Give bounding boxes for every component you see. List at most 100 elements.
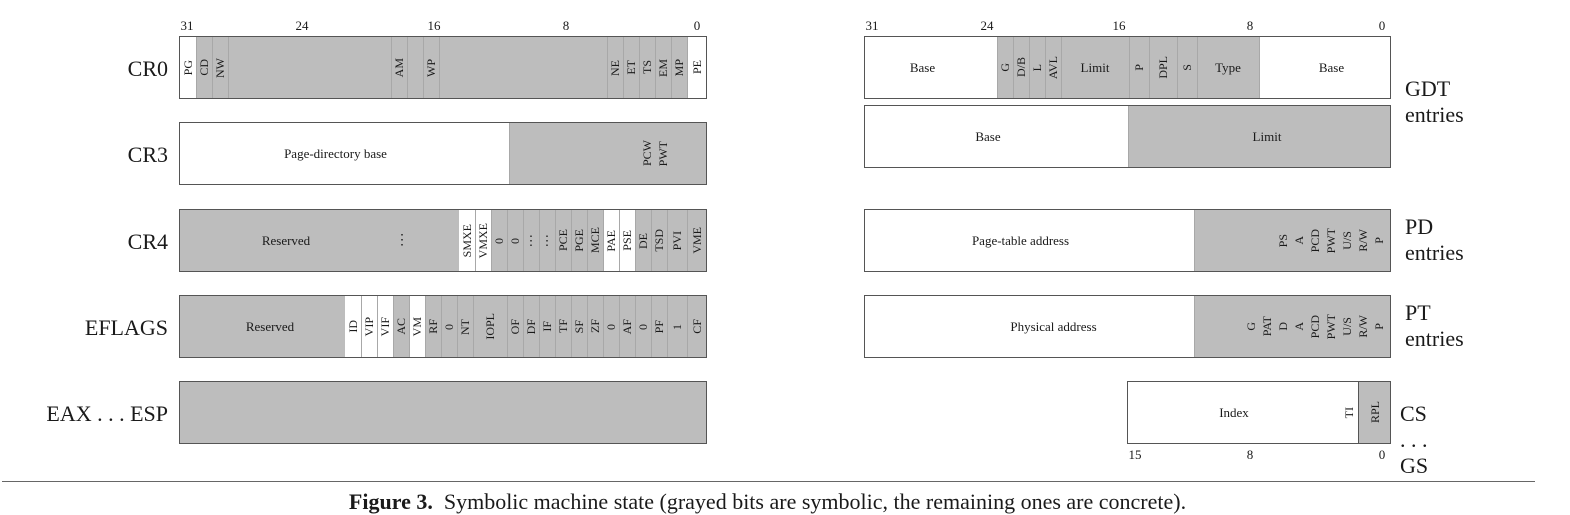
cr4-smxe-label: SMXE [460, 223, 474, 258]
cr0-ne-label: NE [608, 59, 622, 76]
pd-entry: Page-table address PS A PCD PWT U/S R/W … [864, 209, 1391, 272]
left-tick-16: 16 [427, 18, 441, 33]
left-tick-8: 8 [562, 18, 570, 33]
cr4-mce-label: MCE [588, 227, 602, 254]
cr4-pce-label: PCE [556, 229, 570, 252]
cr4-register: Reserved ⋮ SMXE VMXE 0 0 ⋮ ⋮ PCE PGE MCE… [179, 209, 707, 272]
pd-us-label: U/S [1340, 231, 1354, 250]
gdt-entry-low: Base Limit [864, 105, 1391, 168]
gdt-base-low: Base [975, 128, 1001, 144]
cr4-label: CR4 [127, 229, 168, 254]
eflags-rf-label: RF [426, 319, 440, 334]
gpr-register [179, 381, 707, 444]
eflags-zero-c: 0 [636, 323, 650, 330]
cr0-nw-label: NW [213, 57, 227, 78]
pd-ps-label: PS [1276, 233, 1290, 248]
eflags-sf-label: SF [572, 319, 586, 334]
gdt-s-label: S [1180, 64, 1194, 71]
eflags-df-label: DF [524, 318, 538, 335]
pt-entry: Physical address G PAT D A PCD PWT U/S R… [864, 295, 1391, 358]
selector-index: Index [1219, 404, 1249, 420]
eflags-vm-label: VM [410, 316, 424, 337]
cr4-dots-a: ⋮ [524, 232, 538, 248]
selector-tick-8: 8 [1246, 447, 1254, 462]
left-tick-31: 31 [180, 18, 194, 33]
eflags-tf-label: TF [556, 319, 570, 334]
gdt-limit-high: Limit [1080, 59, 1110, 75]
pt-g-label: G [1244, 322, 1258, 331]
eflags-if-label: IF [540, 321, 554, 332]
segment-selector: Index TI RPL [1127, 381, 1391, 444]
cr3-page-directory-base: Page-directory base [284, 145, 387, 161]
left-tick-24: 24 [295, 18, 309, 33]
pd-a-label: A [1292, 236, 1306, 245]
figure-caption: Figure 3. Symbolic machine state (grayed… [0, 489, 1535, 515]
cr0-pg-label: PG [181, 59, 195, 76]
cr4-dots-b: ⋮ [540, 232, 554, 248]
gdt-base-high: Base [909, 59, 936, 75]
cr4-zero-a: 0 [492, 237, 506, 244]
gpr-label: EAX . . . ESP [46, 401, 168, 426]
eflags-register: Reserved ID VIP VIF AC VM RF 0 NT IOPL O… [179, 295, 707, 358]
gdt-db-label: D/B [1014, 57, 1028, 78]
gdt-dpl-label: DPL [1156, 56, 1170, 79]
cr4-vme-label: VME [690, 227, 704, 254]
caption-label: Figure 3. [348, 489, 433, 514]
cr0-am-label: AM [392, 57, 406, 78]
selector-rpl-label: RPL [1368, 401, 1382, 424]
gdt-p-label: P [1132, 64, 1146, 71]
eflags-vif-label: VIF [378, 316, 392, 337]
cr0-bit-pe [687, 37, 706, 98]
cr4-tsd-label: TSD [652, 229, 666, 252]
gdt-limit-low: Limit [1252, 128, 1282, 144]
cr3-pwt-label: PWT [656, 140, 670, 167]
cr4-reserved: Reserved [261, 232, 311, 248]
gdt-type: Type [1215, 59, 1241, 75]
eflags-zero-a: 0 [442, 323, 456, 330]
eflags-one: 1 [670, 323, 684, 330]
cr0-bit-pg [180, 37, 196, 98]
eflags-ac-label: AC [394, 318, 408, 335]
pt-pat-label: PAT [1260, 316, 1274, 337]
pd-p-label: P [1372, 237, 1386, 244]
caption-rule [2, 481, 1535, 482]
cr4-de-label: DE [636, 232, 650, 249]
eflags-nt-label: NT [458, 318, 472, 335]
selector-tick-15: 15 [1128, 447, 1142, 462]
cr4-reserved-dots: ⋮ [395, 233, 409, 248]
pt-rw-label: R/W [1356, 315, 1370, 338]
eflags-reserved: Reserved [245, 318, 295, 334]
pd-entries-label: PD entries [1405, 214, 1464, 265]
gdt-entry-high: Base G D/B L AVL Limit P DPL S Type Base [864, 36, 1391, 99]
cr4-pse-label: PSE [620, 230, 634, 251]
pt-a-label: A [1292, 322, 1306, 331]
eflags-label: EFLAGS [84, 315, 168, 340]
right-tick-24: 24 [980, 18, 994, 33]
cr4-zero-b: 0 [508, 237, 522, 244]
cr0-ts-label: TS [640, 60, 654, 75]
selector-ti-label: TI [1342, 406, 1356, 419]
pt-pwt-label: PWT [1324, 313, 1338, 340]
right-tick-31: 31 [865, 18, 879, 33]
cr3-pcw-label: PCW [640, 140, 654, 167]
cr0-register: PG CD NW AM WP NE ET TS EM MP PE [179, 36, 707, 99]
left-tick-0: 0 [693, 18, 701, 33]
pd-pwt-label: PWT [1324, 227, 1338, 254]
pt-pcd-label: PCD [1308, 314, 1322, 339]
right-tick-0: 0 [1378, 18, 1386, 33]
gdt-g-label: G [998, 63, 1012, 72]
pt-entries-label: PT entries [1405, 300, 1464, 351]
pt-us-label: U/S [1340, 317, 1354, 336]
cr0-et-label: ET [624, 60, 638, 75]
eflags-of-label: OF [508, 318, 522, 335]
gdt-entries-label: GDT entries [1405, 76, 1464, 127]
gdt-base-mid: Base [1318, 59, 1345, 75]
right-tick-8: 8 [1246, 18, 1254, 33]
eflags-vip-label: VIP [362, 316, 376, 337]
cr4-pae-label: PAE [604, 229, 618, 252]
pt-physical-address: Physical address [1010, 318, 1097, 334]
eflags-id-label: ID [346, 320, 360, 333]
cr0-wp-label: WP [424, 58, 438, 77]
cr3-register: Page-directory base PCW PWT [179, 122, 707, 185]
cr0-em-label: EM [656, 58, 670, 77]
